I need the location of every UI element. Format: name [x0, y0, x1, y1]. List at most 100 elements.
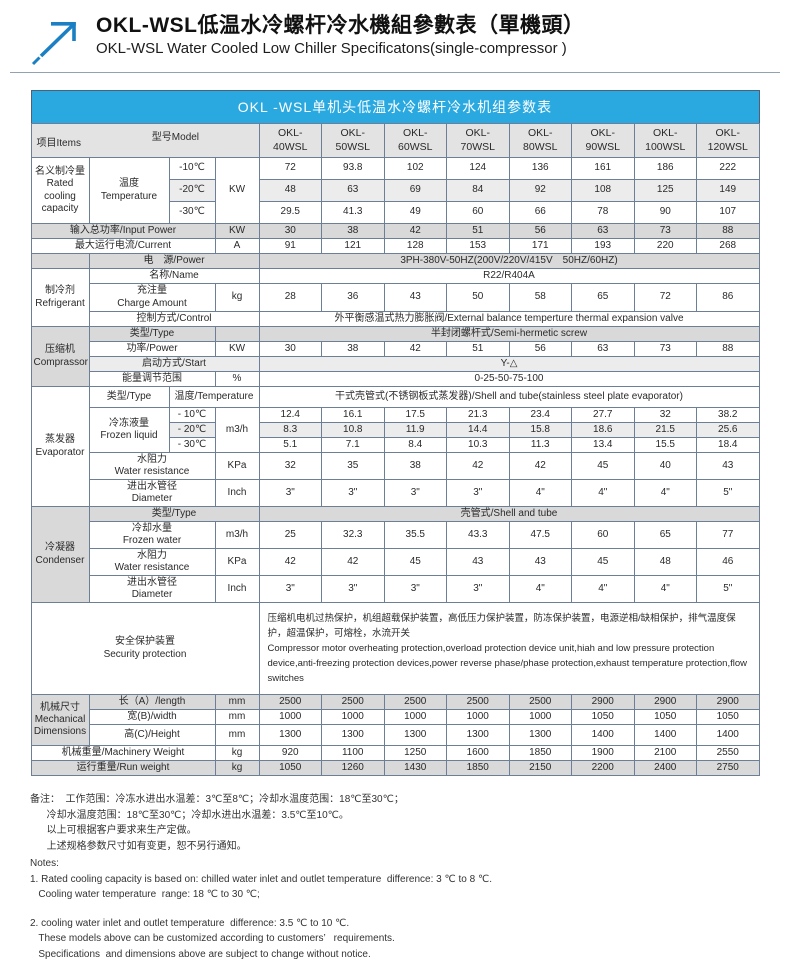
value-cell: 4" [508, 479, 572, 508]
value-cell: 51 [446, 223, 510, 240]
notes-en: Notes: 1. Rated cooling capacity is based… [30, 856, 790, 962]
row-label: 类型/Type [88, 506, 260, 523]
notes: 备注： 工作范围：冷冻水进出水温差：3℃至8℃；冷却水温度范围：18℃至30℃；… [30, 792, 790, 962]
value-cell: 15.5 [633, 437, 697, 454]
row-label: 充注量 Charge Amount [88, 283, 216, 313]
value-cell: 3" [383, 479, 447, 508]
model-header: OKL- 80WSL [508, 123, 572, 159]
value-cell: 43 [383, 283, 447, 313]
value-cell: 46 [696, 548, 760, 577]
value-cell: 1400 [571, 724, 635, 747]
row-label: 最大运行电流/Current [30, 238, 216, 255]
value-cell: 43 [446, 548, 510, 577]
value-cell: 43 [508, 548, 572, 577]
row-label: - 10℃ [168, 407, 216, 424]
value-cell: 161 [571, 157, 635, 181]
value-cell: R22/R404A [258, 268, 760, 285]
value-cell: 1000 [446, 709, 510, 726]
page-title: OKL-WSL低温水冷螺杆冷水機組參數表（單機頭） [96, 14, 585, 37]
value-cell: 25 [258, 521, 322, 550]
value-cell: 1300 [258, 724, 322, 747]
value-cell: 41.3 [321, 201, 385, 225]
value-cell: 14.4 [446, 422, 510, 439]
model-header: OKL- 100WSL [633, 123, 697, 159]
value-cell: 4" [571, 479, 635, 508]
value-cell: 43 [696, 452, 760, 481]
value-cell: 3" [258, 575, 322, 604]
value-cell: 25.6 [696, 422, 760, 439]
note-line: Notes: [30, 858, 59, 870]
row-label: 冷冻液量 Frozen liquid [88, 407, 170, 454]
row-label: 名称/Name [88, 268, 260, 285]
section-rated-cooling-capacity: 名义制冷量 Rated cooling capacity [30, 157, 90, 225]
note-line: 2. cooling water inlet and outlet temper… [30, 917, 350, 929]
unit-cell: KPa [214, 548, 260, 577]
value-cell: 51 [446, 341, 510, 358]
value-cell: 2200 [571, 760, 635, 777]
value-cell: 32 [258, 452, 322, 481]
model-header: OKL- 120WSL [696, 123, 760, 159]
value-cell: 1000 [508, 709, 572, 726]
value-cell: 半封闭螺杆式/Semi-hermetic screw [258, 326, 760, 343]
row-label: - 20℃ [168, 422, 216, 439]
row-label: 高(C)/Height [88, 724, 216, 747]
value-cell: 1600 [446, 745, 510, 762]
note-line: 备注： 工作范围：冷冻水进出水温差：3℃至8℃；冷却水温度范围：18℃至30℃； [30, 794, 404, 806]
value-cell: 3" [258, 479, 322, 508]
value-cell: 60 [446, 201, 510, 225]
unit-cell: mm [214, 694, 260, 711]
value-cell: 38 [321, 341, 385, 358]
value-cell: 1400 [633, 724, 697, 747]
model-header: OKL- 50WSL [321, 123, 385, 159]
note-line: 以上可根据客户要求来生产定做。 [30, 825, 197, 837]
value-cell: 45 [571, 548, 635, 577]
value-cell: 17.5 [383, 407, 447, 424]
unit-cell: KW [214, 341, 260, 358]
value-cell: 1900 [571, 745, 635, 762]
value-cell: 18.4 [696, 437, 760, 454]
value-cell: 124 [446, 157, 510, 181]
value-cell: 35 [321, 452, 385, 481]
value-cell: 1100 [321, 745, 385, 762]
value-cell: 268 [696, 238, 760, 255]
value-cell: 36 [321, 283, 385, 313]
value-cell: 69 [383, 179, 447, 203]
row-label: 进出水管径 Diameter [88, 479, 216, 508]
value-cell: 1300 [321, 724, 385, 747]
value-cell: 18.6 [571, 422, 635, 439]
value-cell: 42 [321, 548, 385, 577]
spec-table: 项目Items 型号Model OKL- 40WSL OKL- 50WSL OKL- 60WS… [30, 123, 760, 777]
value-cell: 2500 [321, 694, 385, 711]
value-cell: 108 [571, 179, 635, 203]
value-cell: 4" [633, 575, 697, 604]
value-cell: 4" [633, 479, 697, 508]
value-cell: 8.4 [383, 437, 447, 454]
value-cell: 1050 [696, 709, 760, 726]
unit-cell: KW [214, 157, 260, 225]
value-cell: 47.5 [508, 521, 572, 550]
value-cell: 220 [633, 238, 697, 255]
value-cell: 107 [696, 201, 760, 225]
value-cell: 121 [321, 238, 385, 255]
value-cell: 1850 [446, 760, 510, 777]
note-line: These models above can be customized acc… [30, 933, 395, 945]
value-cell: 125 [633, 179, 697, 203]
value-cell: 42 [446, 452, 510, 481]
row-label: 温度/Temperature [168, 386, 260, 409]
value-cell: 63 [321, 179, 385, 203]
value-cell: 86 [696, 283, 760, 313]
unit-cell [214, 326, 260, 343]
row-label: 机械重量/Machinery Weight [30, 745, 216, 762]
value-cell: 11.9 [383, 422, 447, 439]
value-cell: 4" [571, 575, 635, 604]
value-cell: 壳管式/Shell and tube [258, 506, 760, 523]
value-cell: 2500 [446, 694, 510, 711]
row-label: 水阻力 Water resistance [88, 548, 216, 577]
value-cell: 5" [696, 575, 760, 604]
value-cell: 48 [258, 179, 322, 203]
value-cell: 1300 [508, 724, 572, 747]
value-cell: 65 [571, 283, 635, 313]
value-cell: 193 [571, 238, 635, 255]
value-cell: 38 [321, 223, 385, 240]
value-cell: 90 [633, 201, 697, 225]
